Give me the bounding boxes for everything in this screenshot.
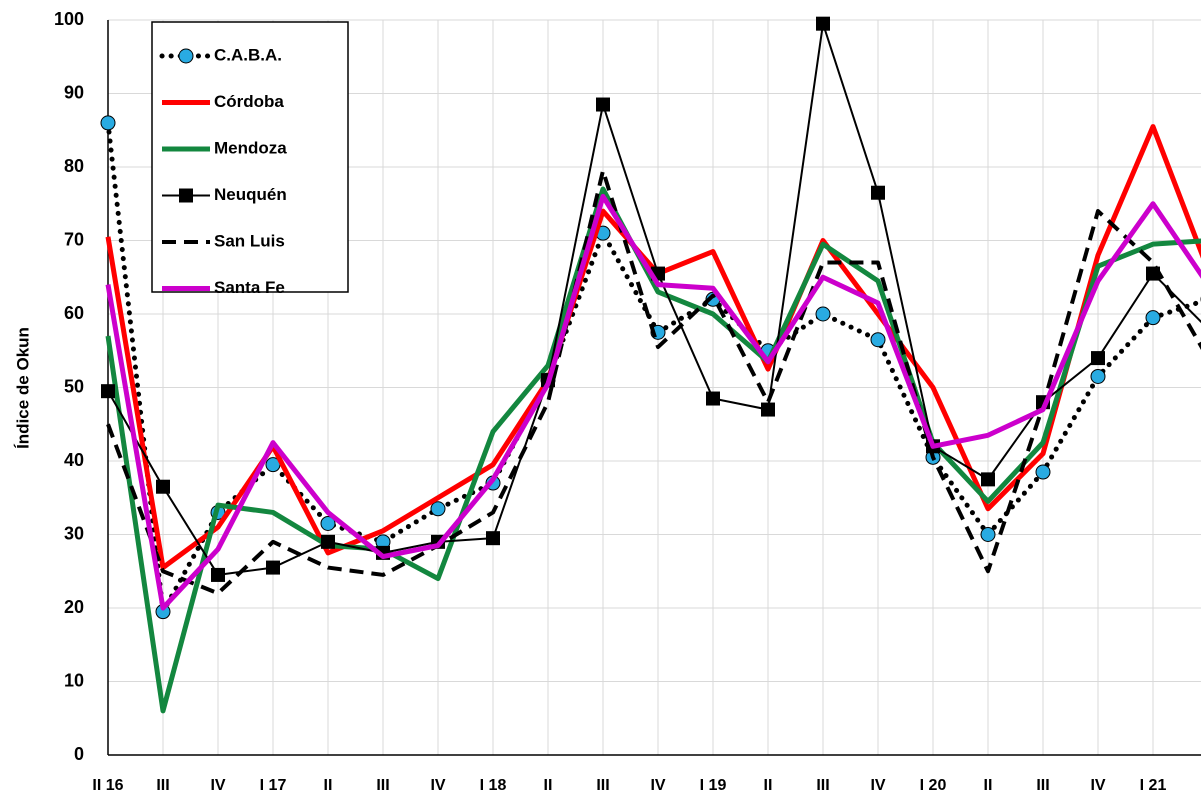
x-tick-label: III [376,777,389,794]
x-tick-label: IV [210,777,225,794]
legend-box [151,21,349,293]
x-tick-label: IV [870,777,885,794]
legend-label: Santa Fe [214,278,285,297]
y-axis-title: Índice de Okun [13,327,32,449]
x-tick-label: IV [430,777,445,794]
y-tick-label: 40 [64,450,84,470]
x-tick-label: I 17 [260,777,287,794]
marker [100,115,116,131]
legend-label: Neuquén [214,185,287,204]
marker [320,515,336,531]
x-tick-label: II 16 [92,777,123,794]
y-tick-label: 60 [64,303,84,323]
marker [870,332,886,348]
x-tick-label: IV [650,777,665,794]
marker [816,16,830,31]
legend: C.A.B.A. Córdoba Mendoza Neuquén San Luis San… [151,21,349,297]
marker [815,306,831,322]
y-tick-label: 100 [54,9,84,29]
marker [1091,351,1105,366]
y-tick-label: 30 [64,523,84,543]
marker [321,534,335,549]
x-tick-label: I 18 [480,777,507,794]
x-tick-label: II [984,777,993,794]
legend-label: San Luis [214,231,285,250]
x-tick-label: III [596,777,609,794]
y-tick-label: 10 [64,670,84,690]
marker [1035,464,1051,480]
legend-label: C.A.B.A. [214,45,282,64]
marker [430,501,446,517]
y-tick-label: 70 [64,229,84,249]
y-tick-label: 90 [64,82,84,102]
x-tick-label: I 20 [920,777,947,794]
marker [981,472,995,487]
x-tick-label: II [544,777,553,794]
x-tick-label: II [324,777,333,794]
x-tick-label: I 21 [1140,777,1167,794]
marker [706,391,720,406]
marker [871,185,885,200]
legend-label: Córdoba [214,92,284,111]
marker [1090,368,1106,384]
x-tick-label: II [764,777,773,794]
series-line [105,193,1201,611]
marker [101,384,115,399]
x-tick-label: IV [1090,777,1105,794]
marker [486,531,500,546]
y-tick-label: 80 [64,156,84,176]
x-tick-label: III [1036,777,1049,794]
x-tick-label: III [816,777,829,794]
marker [761,402,775,417]
series-line [106,168,1201,596]
y-tick-label: 50 [64,376,84,396]
y-tick-label: 20 [64,597,84,617]
x-tick-label: I 19 [700,777,727,794]
y-tick-label: 0 [74,744,84,764]
marker [178,48,194,64]
marker [156,479,170,494]
lines [100,16,1201,714]
marker [596,97,610,112]
marker [266,560,280,575]
marker [211,567,225,582]
marker [980,527,996,542]
x-tick-label: III [156,777,169,794]
legend-label: Mendoza [214,138,287,157]
marker [1145,310,1161,326]
marker [179,188,193,203]
